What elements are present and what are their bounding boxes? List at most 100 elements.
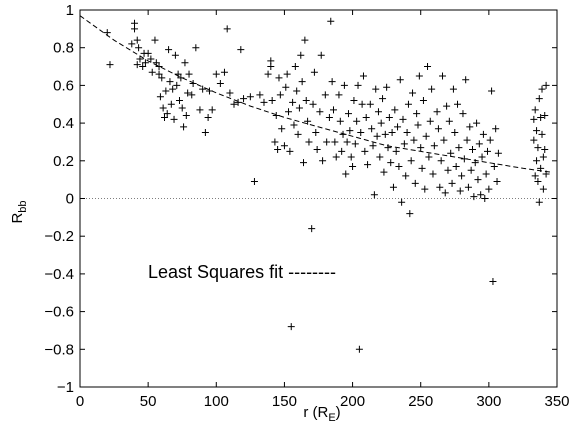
data-point <box>342 170 350 178</box>
y-tick-label: 0.4 <box>53 115 74 132</box>
data-point <box>444 166 452 174</box>
x-tick-label: 100 <box>204 393 229 410</box>
data-point <box>396 76 404 84</box>
data-point <box>463 136 471 144</box>
data-point <box>151 36 159 44</box>
data-point <box>370 191 378 199</box>
data-point <box>469 145 477 153</box>
data-point <box>366 100 374 108</box>
data-point <box>483 147 491 155</box>
data-point <box>201 129 209 137</box>
y-tick-label: 0.2 <box>53 153 74 170</box>
data-point <box>283 70 291 78</box>
data-point <box>199 85 207 93</box>
data-point <box>464 183 472 191</box>
data-point <box>169 85 177 93</box>
data-point <box>309 100 317 108</box>
data-point <box>329 106 337 114</box>
data-point <box>477 191 485 199</box>
data-point <box>482 170 490 178</box>
data-point <box>351 140 359 148</box>
data-point <box>319 157 327 165</box>
data-point <box>451 129 459 137</box>
data-point <box>414 121 422 129</box>
data-point <box>339 130 347 138</box>
data-point <box>344 110 352 118</box>
data-point <box>538 85 546 93</box>
x-tick-label: 250 <box>408 393 433 410</box>
data-point <box>355 345 363 353</box>
data-point <box>293 87 301 95</box>
data-point <box>327 17 335 25</box>
data-point <box>542 81 550 89</box>
axis-ticks: 0 50 100 150 200 250 300 350 −1 −0.8 −0.6 −0.4 −0.2 0… <box>44 2 569 410</box>
y-tick-label: −0.8 <box>44 341 74 358</box>
data-point <box>377 119 385 127</box>
data-point <box>433 108 441 116</box>
data-point <box>256 91 264 99</box>
y-tick-label: 0.6 <box>53 77 74 94</box>
data-point <box>485 185 493 193</box>
data-point <box>372 85 380 93</box>
data-point <box>459 110 467 118</box>
data-point <box>492 125 500 133</box>
data-point <box>159 104 167 112</box>
data-point <box>467 166 475 174</box>
data-point <box>321 91 329 99</box>
data-point <box>280 142 288 150</box>
data-point <box>357 129 365 137</box>
data-point <box>481 195 489 202</box>
data-point <box>419 96 427 104</box>
data-point <box>541 112 549 120</box>
data-point <box>103 29 111 37</box>
data-point <box>437 157 445 165</box>
data-point <box>133 61 141 69</box>
data-point <box>384 144 392 152</box>
data-point <box>163 110 171 118</box>
data-point <box>475 140 483 148</box>
data-point <box>449 85 457 93</box>
data-point <box>470 193 478 201</box>
data-point <box>538 130 546 138</box>
x-axis-title-sub: E <box>328 412 335 424</box>
data-point <box>439 72 447 80</box>
data-point <box>422 132 430 140</box>
data-point <box>287 323 295 331</box>
data-point <box>192 44 200 52</box>
data-point <box>533 127 541 135</box>
data-point <box>208 106 216 114</box>
y-tick-label: −1 <box>57 379 74 396</box>
data-point <box>353 117 361 125</box>
x-tick-label: 150 <box>272 393 297 410</box>
x-tick-label: 300 <box>476 393 501 410</box>
data-point <box>417 144 425 152</box>
data-point <box>285 108 293 116</box>
data-point <box>406 210 414 218</box>
data-point <box>178 104 186 112</box>
data-point <box>304 117 312 125</box>
data-point <box>407 157 415 165</box>
data-point <box>385 113 393 121</box>
data-point <box>340 81 348 89</box>
data-point <box>180 123 188 131</box>
data-point <box>268 96 276 104</box>
data-point <box>147 55 155 63</box>
data-point <box>317 51 325 59</box>
data-point <box>310 68 318 76</box>
data-point <box>298 78 306 86</box>
data-point <box>455 144 463 152</box>
data-point <box>368 125 376 133</box>
data-point <box>541 145 549 153</box>
data-point <box>409 89 417 97</box>
data-point <box>347 153 355 161</box>
data-point <box>380 168 388 176</box>
data-point <box>336 117 344 125</box>
data-point <box>177 74 185 82</box>
data-point <box>278 125 286 133</box>
data-point <box>308 225 316 233</box>
data-point <box>395 162 403 170</box>
data-point <box>533 157 541 165</box>
least-squares-fit-line <box>79 15 551 173</box>
data-point <box>338 147 346 155</box>
data-point <box>160 113 168 121</box>
